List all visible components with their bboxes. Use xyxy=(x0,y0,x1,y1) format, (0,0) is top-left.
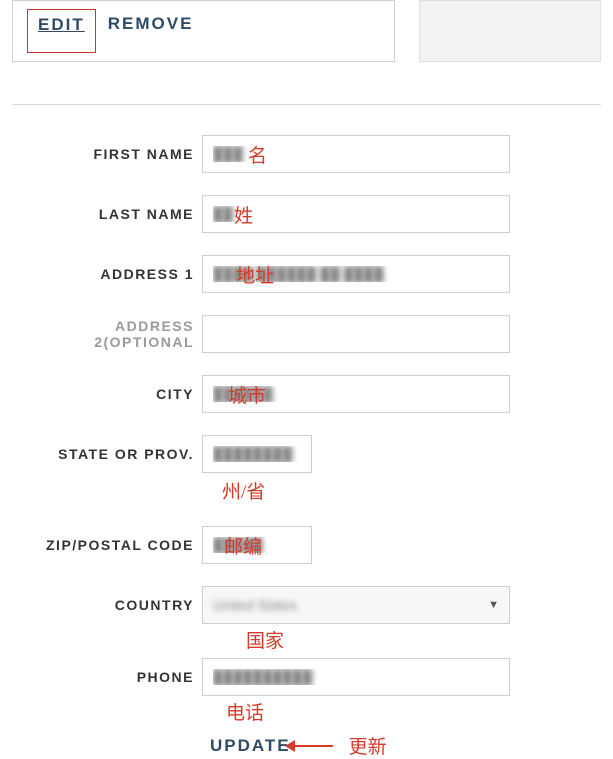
city-field[interactable] xyxy=(202,375,510,413)
annot-phone: 电话 xyxy=(226,698,264,725)
row-phone: PHONE 电话 xyxy=(12,658,601,696)
country-select[interactable]: United States ▼ xyxy=(202,586,510,624)
remove-button[interactable]: REMOVE xyxy=(108,9,194,34)
annot-update: 更新 xyxy=(349,732,387,759)
row-first-name: FIRST NAME 名 xyxy=(12,135,601,173)
label-address1: ADDRESS 1 xyxy=(12,266,202,282)
label-city: CITY xyxy=(12,386,202,402)
phone-field[interactable] xyxy=(202,658,510,696)
label-address2: ADDRESS 2(OPTIONAL xyxy=(12,318,202,350)
row-state: STATE OR PROV. xyxy=(12,435,601,473)
label-phone: PHONE xyxy=(12,669,202,685)
row-city: CITY 城市 xyxy=(12,375,601,413)
row-address1: ADDRESS 1 地址 xyxy=(12,255,601,293)
row-update: UPDATE 更新 xyxy=(12,732,601,759)
label-zip: ZIP/POSTAL CODE xyxy=(12,537,202,553)
tabs-panel: EDIT REMOVE xyxy=(12,0,395,62)
label-country: COUNTRY xyxy=(12,597,202,613)
row-zip: ZIP/POSTAL CODE 邮编 xyxy=(12,526,601,564)
row-state-annot: 州/省 xyxy=(12,477,601,504)
address-form: FIRST NAME 名 LAST NAME 姓 ADDRESS 1 地址 AD… xyxy=(0,135,613,759)
label-last-name: LAST NAME xyxy=(12,206,202,222)
state-field[interactable] xyxy=(202,435,312,473)
annot-state: 州/省 xyxy=(222,477,265,504)
address2-field[interactable] xyxy=(202,315,510,353)
address1-field[interactable] xyxy=(202,255,510,293)
arrow-left-icon xyxy=(293,745,333,747)
secondary-panel xyxy=(419,0,601,62)
label-state: STATE OR PROV. xyxy=(12,446,202,462)
first-name-field[interactable] xyxy=(202,135,510,173)
annot-country: 国家 xyxy=(246,626,284,653)
row-last-name: LAST NAME 姓 xyxy=(12,195,601,233)
edit-button[interactable]: EDIT xyxy=(27,9,96,53)
divider xyxy=(12,104,601,105)
chevron-down-icon: ▼ xyxy=(488,599,499,611)
update-button[interactable]: UPDATE xyxy=(210,736,291,756)
row-country: COUNTRY United States ▼ 国家 xyxy=(12,586,601,624)
country-selected: United States xyxy=(213,597,297,613)
zip-field[interactable] xyxy=(202,526,312,564)
label-first-name: FIRST NAME xyxy=(12,146,202,162)
row-address2: ADDRESS 2(OPTIONAL xyxy=(12,315,601,353)
last-name-field[interactable] xyxy=(202,195,510,233)
